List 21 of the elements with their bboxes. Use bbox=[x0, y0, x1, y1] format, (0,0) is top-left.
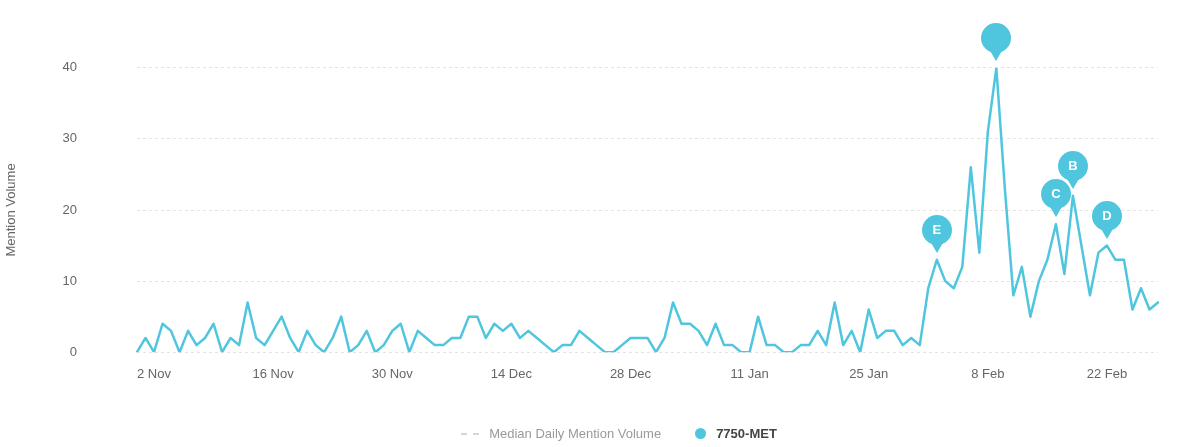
y-tick-label: 30 bbox=[62, 130, 77, 146]
y-tick-label: 20 bbox=[62, 201, 77, 217]
x-tick-label: 2 Nov bbox=[137, 365, 172, 381]
x-tick-label: 28 Dec bbox=[609, 365, 652, 381]
x-tick-label: 25 Jan bbox=[849, 365, 889, 381]
legend-label: 7750-MET bbox=[716, 426, 777, 441]
x-tick-label: 22 Feb bbox=[1086, 365, 1128, 381]
y-tick-label: 0 bbox=[69, 343, 77, 359]
annotation: C bbox=[1040, 179, 1071, 210]
legend-label: Median Daily Mention Volume bbox=[489, 426, 662, 441]
x-tick-label: 8 Feb bbox=[971, 365, 1005, 381]
x-tick-label: 14 Dec bbox=[490, 365, 533, 381]
y-tick-label: 10 bbox=[62, 272, 77, 288]
annotation: B bbox=[1057, 150, 1088, 181]
y-axis-title: Mention Volume bbox=[3, 163, 19, 257]
annotation: E bbox=[921, 214, 952, 245]
y-tick-label: 40 bbox=[62, 59, 77, 75]
x-tick-label: 30 Nov bbox=[371, 365, 414, 381]
x-tick-label: 11 Jan bbox=[730, 365, 769, 381]
x-tick-label: 16 Nov bbox=[252, 365, 295, 381]
annotation: D bbox=[1091, 200, 1122, 231]
